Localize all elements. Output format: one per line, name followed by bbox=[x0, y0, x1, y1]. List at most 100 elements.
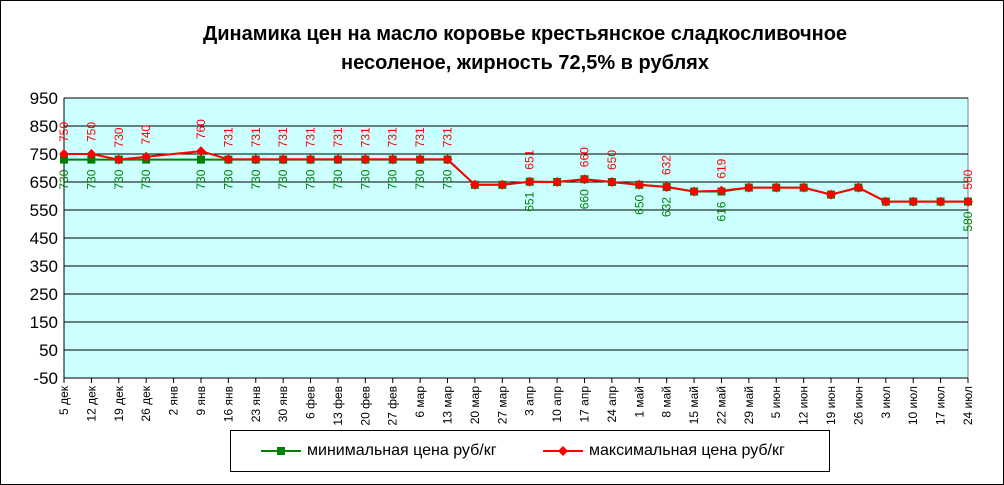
data-label-max: 731 bbox=[276, 127, 290, 147]
point-max bbox=[59, 149, 69, 159]
data-label-max: 731 bbox=[441, 127, 455, 147]
data-label-max: 750 bbox=[57, 122, 71, 142]
y-tick-label: 50 bbox=[39, 341, 58, 360]
point-max bbox=[908, 196, 919, 207]
data-label-min: 730 bbox=[413, 169, 427, 189]
data-label-min: 650 bbox=[632, 194, 646, 214]
x-tick-label: 2 янв bbox=[167, 386, 181, 416]
point-max bbox=[332, 154, 343, 165]
data-label-max: 651 bbox=[523, 149, 537, 169]
legend-item-min: минимальная цена руб/кг bbox=[261, 431, 497, 471]
y-tick-label: -50 bbox=[33, 369, 58, 388]
data-label-max: 660 bbox=[577, 147, 591, 167]
data-label-max: 731 bbox=[304, 127, 318, 147]
x-tick-label: 10 июл bbox=[906, 386, 920, 425]
point-max bbox=[278, 154, 289, 165]
point-max bbox=[935, 196, 946, 207]
point-max bbox=[305, 154, 316, 165]
data-label-max: 731 bbox=[358, 127, 372, 147]
x-tick-label: 27 фев bbox=[386, 386, 400, 426]
data-label-min: 616 bbox=[714, 201, 728, 221]
point-max bbox=[387, 154, 398, 165]
data-label-max: 731 bbox=[221, 127, 235, 147]
y-tick-label: 250 bbox=[30, 285, 58, 304]
point-max bbox=[771, 182, 782, 193]
data-label-min: 580 bbox=[961, 211, 975, 231]
chart-title: Динамика цен на масло коровье крестьянск… bbox=[60, 20, 990, 78]
data-label-max: 731 bbox=[331, 127, 345, 147]
data-label-max: 619 bbox=[714, 158, 728, 178]
point-max bbox=[552, 177, 563, 187]
x-tick-label: 20 мар bbox=[468, 386, 482, 425]
x-tick-label: 6 фев bbox=[304, 386, 318, 419]
data-label-max: 580 bbox=[961, 169, 975, 189]
x-tick-label: 20 фев bbox=[358, 386, 372, 426]
point-max bbox=[360, 154, 371, 165]
point-max bbox=[524, 176, 535, 187]
x-tick-label: 3 июл bbox=[879, 386, 893, 418]
point-max bbox=[716, 185, 727, 196]
point-max bbox=[826, 189, 837, 200]
x-tick-label: 19 дек bbox=[112, 385, 126, 421]
y-tick-label: 650 bbox=[30, 173, 58, 192]
point-max bbox=[853, 182, 864, 193]
legend-item-max: максимальная цена руб/кг bbox=[543, 431, 785, 471]
data-label-min: 730 bbox=[249, 169, 263, 189]
x-tick-label: 24 июл bbox=[961, 386, 975, 425]
legend-swatch-max bbox=[543, 446, 583, 456]
x-tick-label: 24 апр bbox=[605, 386, 619, 423]
data-label-min: 730 bbox=[331, 169, 345, 189]
legend-swatch-min bbox=[261, 447, 301, 455]
point-max bbox=[689, 186, 700, 197]
x-tick-label: 5 дек bbox=[57, 385, 71, 415]
x-tick-label: 30 янв bbox=[276, 386, 290, 422]
point-max bbox=[469, 179, 480, 190]
point-max bbox=[113, 154, 124, 165]
data-label-min: 660 bbox=[577, 189, 591, 209]
x-tick-label: 12 дек bbox=[84, 385, 98, 421]
point-max bbox=[86, 149, 97, 159]
x-tick-label: 26 дек bbox=[139, 385, 153, 421]
data-label-max: 731 bbox=[413, 127, 427, 147]
y-tick-label: 550 bbox=[30, 201, 58, 220]
y-tick-label: 850 bbox=[30, 117, 58, 136]
data-label-max: 650 bbox=[605, 150, 619, 170]
point-max bbox=[250, 154, 261, 165]
data-label-max: 740 bbox=[139, 124, 153, 144]
data-label-min: 730 bbox=[304, 169, 318, 189]
x-tick-label: 26 июн bbox=[851, 386, 865, 425]
x-tick-label: 1 май bbox=[632, 386, 646, 418]
x-tick-label: 12 июн bbox=[797, 386, 811, 425]
y-tick-label: 150 bbox=[30, 313, 58, 332]
point-max bbox=[141, 151, 152, 162]
chart-title-line-1: Динамика цен на масло коровье крестьянск… bbox=[202, 23, 848, 45]
x-tick-label: 3 апр bbox=[523, 386, 537, 416]
legend-label-max: максимальная цена руб/кг bbox=[589, 442, 785, 459]
point-max bbox=[223, 154, 234, 165]
legend-label-min: минимальная цена руб/кг bbox=[307, 442, 497, 459]
point-max bbox=[195, 146, 206, 157]
x-tick-label: 5 июн bbox=[769, 386, 783, 418]
point-max bbox=[963, 196, 973, 207]
x-tick-label: 17 июл bbox=[934, 386, 948, 425]
data-label-max: 632 bbox=[660, 155, 674, 175]
point-max bbox=[579, 174, 590, 185]
point-min bbox=[60, 155, 68, 164]
data-label-min: 730 bbox=[84, 169, 98, 189]
data-label-min: 651 bbox=[523, 191, 537, 211]
data-label-min: 730 bbox=[57, 169, 71, 189]
data-label-max: 760 bbox=[194, 119, 208, 139]
point-max bbox=[442, 154, 453, 165]
legend: минимальная цена руб/кг максимальная цен… bbox=[230, 430, 830, 472]
x-tick-label: 19 июн bbox=[824, 386, 838, 425]
y-tick-label: 350 bbox=[30, 257, 58, 276]
x-tick-label: 9 янв bbox=[194, 386, 208, 416]
data-label-max: 730 bbox=[112, 127, 126, 147]
x-tick-label: 15 май bbox=[687, 386, 701, 424]
data-label-max: 731 bbox=[386, 127, 400, 147]
point-max bbox=[415, 154, 426, 165]
x-tick-label: 27 мар bbox=[495, 386, 509, 425]
x-tick-label: 8 май bbox=[660, 386, 674, 418]
point-min bbox=[87, 155, 96, 164]
